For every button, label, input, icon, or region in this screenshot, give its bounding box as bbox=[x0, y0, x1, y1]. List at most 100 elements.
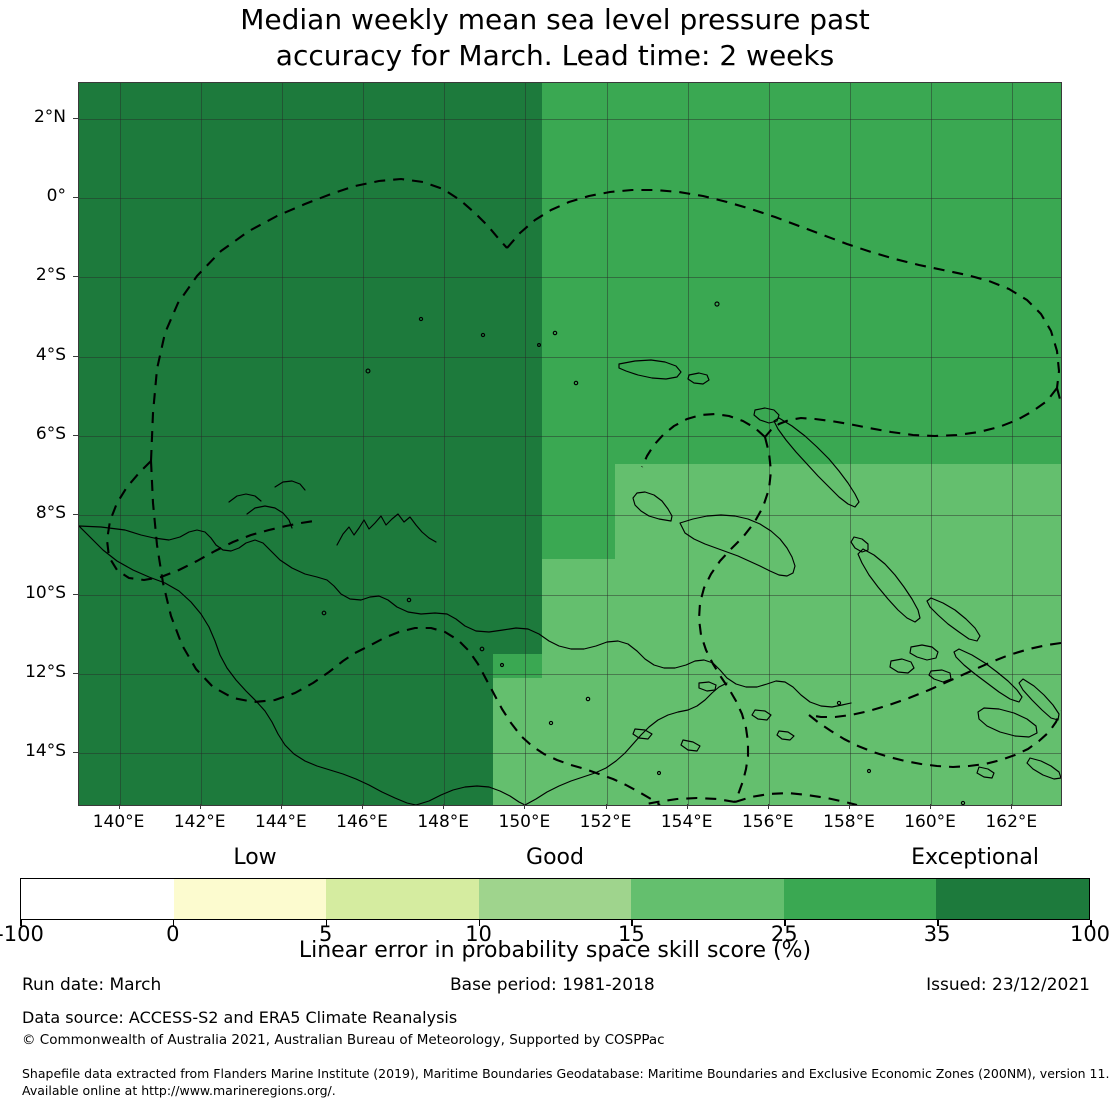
heatmap-cell bbox=[371, 511, 397, 536]
heatmap-cell bbox=[638, 321, 664, 346]
heatmap-cell bbox=[176, 249, 202, 274]
heatmap-cell bbox=[468, 321, 494, 346]
y-tick-mark bbox=[73, 276, 78, 278]
heatmap-cell bbox=[565, 559, 591, 584]
heatmap-cell bbox=[541, 106, 567, 132]
heatmap-cell bbox=[565, 749, 591, 774]
heatmap-cell bbox=[492, 559, 518, 584]
heatmap-cell bbox=[638, 797, 664, 805]
heatmap-cell bbox=[298, 582, 324, 608]
heatmap-cell bbox=[152, 344, 177, 370]
heatmap-cell bbox=[614, 202, 640, 227]
heatmap-cell bbox=[298, 130, 324, 155]
heatmap-cell bbox=[614, 249, 640, 274]
heatmap-cell bbox=[590, 535, 616, 560]
heatmap-cell bbox=[176, 297, 202, 322]
heatmap-cell bbox=[492, 535, 518, 560]
heatmap-cell bbox=[152, 440, 177, 465]
heatmap-cell bbox=[200, 725, 226, 751]
heatmap-cell bbox=[565, 249, 591, 274]
heatmap-cell bbox=[127, 178, 153, 203]
heatmap-cell bbox=[371, 701, 397, 727]
heatmap-cell bbox=[127, 344, 153, 370]
heatmap-cell bbox=[298, 321, 324, 346]
heatmap-cell bbox=[395, 630, 421, 655]
heatmap-cell bbox=[103, 606, 129, 632]
heatmap-cell bbox=[419, 678, 445, 703]
heatmap-cell bbox=[663, 106, 689, 132]
heatmap-cell bbox=[127, 273, 153, 298]
heatmap-cell bbox=[590, 130, 616, 155]
heatmap-cell bbox=[638, 249, 664, 274]
heatmap-cell bbox=[419, 178, 445, 203]
heatmap-cell bbox=[249, 440, 275, 465]
heatmap-cell bbox=[103, 678, 129, 703]
heatmap-cell bbox=[346, 321, 372, 346]
heatmap-cell bbox=[273, 511, 299, 536]
heatmap-cell bbox=[249, 321, 275, 346]
heatmap-cell bbox=[517, 440, 543, 465]
heatmap-cell bbox=[517, 487, 543, 513]
colorbar-category-good: Good bbox=[526, 845, 584, 870]
colorbar-segment bbox=[936, 879, 1090, 919]
y-tick-label: 2°N bbox=[33, 106, 66, 127]
heatmap-cell bbox=[395, 797, 421, 805]
heatmap-cell bbox=[419, 749, 445, 774]
heatmap-cell bbox=[565, 297, 591, 322]
heatmap-cell bbox=[152, 654, 177, 679]
heatmap-cell bbox=[395, 725, 421, 751]
colorbar-segment bbox=[631, 879, 784, 919]
heatmap-cell bbox=[152, 297, 177, 322]
heatmap-cell bbox=[517, 559, 543, 584]
y-tick-label: 8°S bbox=[35, 503, 66, 524]
colorbar-tick-mark bbox=[478, 920, 481, 926]
heatmap-cell bbox=[517, 202, 543, 227]
heatmap-cell bbox=[614, 559, 640, 584]
heatmap-cell bbox=[249, 797, 275, 805]
heatmap-cell bbox=[127, 440, 153, 465]
heatmap-cell bbox=[395, 749, 421, 774]
map-plot-area[interactable] bbox=[78, 82, 1062, 806]
x-tick-mark bbox=[686, 804, 688, 809]
heatmap-cell bbox=[541, 582, 567, 608]
heatmap-cell bbox=[103, 392, 129, 417]
heatmap-cell bbox=[79, 178, 104, 203]
heatmap-cell bbox=[176, 344, 202, 370]
heatmap-cell bbox=[176, 678, 202, 703]
heatmap-cell bbox=[395, 273, 421, 298]
heatmap-cell bbox=[103, 178, 129, 203]
heatmap-cell bbox=[638, 511, 664, 536]
heatmap-cell bbox=[614, 273, 640, 298]
heatmap-cells bbox=[79, 83, 1061, 805]
heatmap-cell bbox=[638, 630, 664, 655]
heatmap-cell bbox=[419, 630, 445, 655]
y-tick-label: 12°S bbox=[25, 662, 66, 683]
heatmap-cell bbox=[468, 130, 494, 155]
heatmap-cell bbox=[225, 392, 251, 417]
heatmap-cell bbox=[492, 106, 518, 132]
heatmap-cell bbox=[395, 178, 421, 203]
heatmap-cell bbox=[419, 368, 445, 394]
heatmap-cell bbox=[468, 582, 494, 608]
heatmap-cell bbox=[517, 225, 543, 251]
heatmap-cell bbox=[225, 106, 251, 132]
heatmap-cell bbox=[419, 416, 445, 441]
heatmap-cell bbox=[371, 106, 397, 132]
heatmap-cell bbox=[103, 130, 129, 155]
heatmap-cell bbox=[371, 797, 397, 805]
heatmap-cell bbox=[298, 797, 324, 805]
heatmap-cell bbox=[152, 273, 177, 298]
heatmap-cell bbox=[176, 630, 202, 655]
heatmap-cell bbox=[590, 725, 616, 751]
heatmap-cell bbox=[298, 392, 324, 417]
heatmap-cell bbox=[103, 654, 129, 679]
heatmap-cell bbox=[371, 559, 397, 584]
heatmap-cell bbox=[298, 535, 324, 560]
x-tick-mark bbox=[1011, 804, 1013, 809]
heatmap-cell bbox=[541, 249, 567, 274]
heatmap-cell bbox=[541, 297, 567, 322]
heatmap-cell bbox=[590, 321, 616, 346]
colorbar[interactable]: Low Good Exceptional -100 0 5 10 15 25 35 100 bbox=[0, 846, 1110, 947]
heatmap-cell bbox=[176, 654, 202, 679]
